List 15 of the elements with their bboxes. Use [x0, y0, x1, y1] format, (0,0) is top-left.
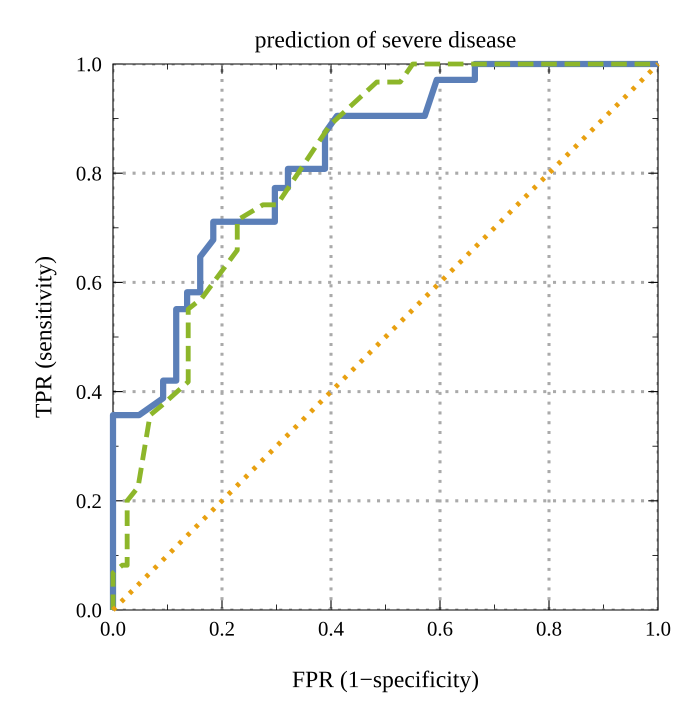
y-tick-label: 0.6 [76, 276, 102, 290]
y-tick-label: 0.2 [76, 494, 101, 508]
y-tick-label: 1.0 [78, 57, 102, 72]
y-axis-title: TPR (sensitivity) [34, 257, 56, 418]
x-tick-label: 0.0 [100, 622, 126, 636]
chart-title: prediction of severe disease [255, 30, 516, 52]
x-tick-label: 0.4 [318, 622, 344, 636]
x-axis-title: FPR (1−specificity) [292, 670, 478, 692]
y-tick-label: 0.0 [76, 603, 102, 618]
y-tick-label: 0.8 [76, 166, 102, 181]
x-tick-label: 0.6 [428, 622, 452, 636]
y-tick-label: 0.4 [76, 384, 102, 400]
x-tick-label: 1.0 [646, 622, 670, 636]
x-tick-label: 0.8 [536, 622, 562, 636]
x-tick-label: 0.2 [210, 622, 234, 636]
